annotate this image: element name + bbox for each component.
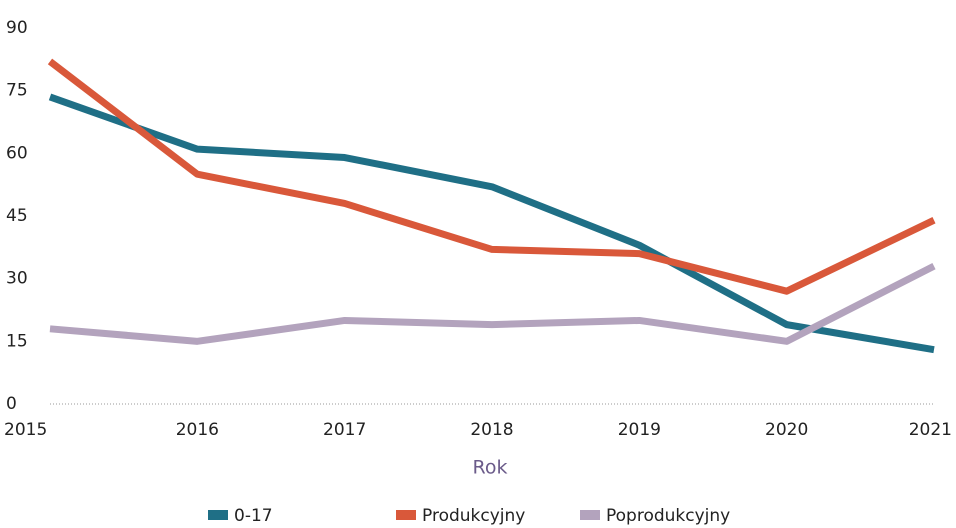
- y-tick-label: 90: [6, 18, 28, 38]
- x-tick-label: 2018: [470, 420, 513, 440]
- y-tick-label: 30: [6, 269, 28, 289]
- x-tick-label: 2021: [909, 420, 952, 440]
- x-tick-label: 2015: [4, 420, 47, 440]
- legend-swatch: [208, 510, 228, 520]
- x-axis-label: Rok: [473, 457, 508, 479]
- legend-label: Poprodukcyjny: [606, 506, 730, 526]
- legend-swatch: [580, 510, 600, 520]
- y-tick-label: 60: [6, 143, 28, 163]
- series-line: [47, 58, 936, 295]
- y-tick-label: 15: [6, 331, 28, 351]
- legend-label: Produkcyjny: [422, 506, 525, 526]
- x-tick-label: 2020: [765, 420, 808, 440]
- legend-swatch: [396, 510, 416, 520]
- x-tick-label: 2017: [323, 420, 366, 440]
- y-tick-label: 0: [6, 394, 17, 414]
- series-line: [48, 93, 935, 354]
- series-line: [49, 263, 936, 345]
- x-tick-label: 2019: [618, 420, 661, 440]
- y-tick-label: 75: [6, 81, 28, 101]
- x-tick-label: 2016: [176, 420, 219, 440]
- y-tick-label: 45: [6, 206, 28, 226]
- legend-label: 0-17: [234, 506, 273, 526]
